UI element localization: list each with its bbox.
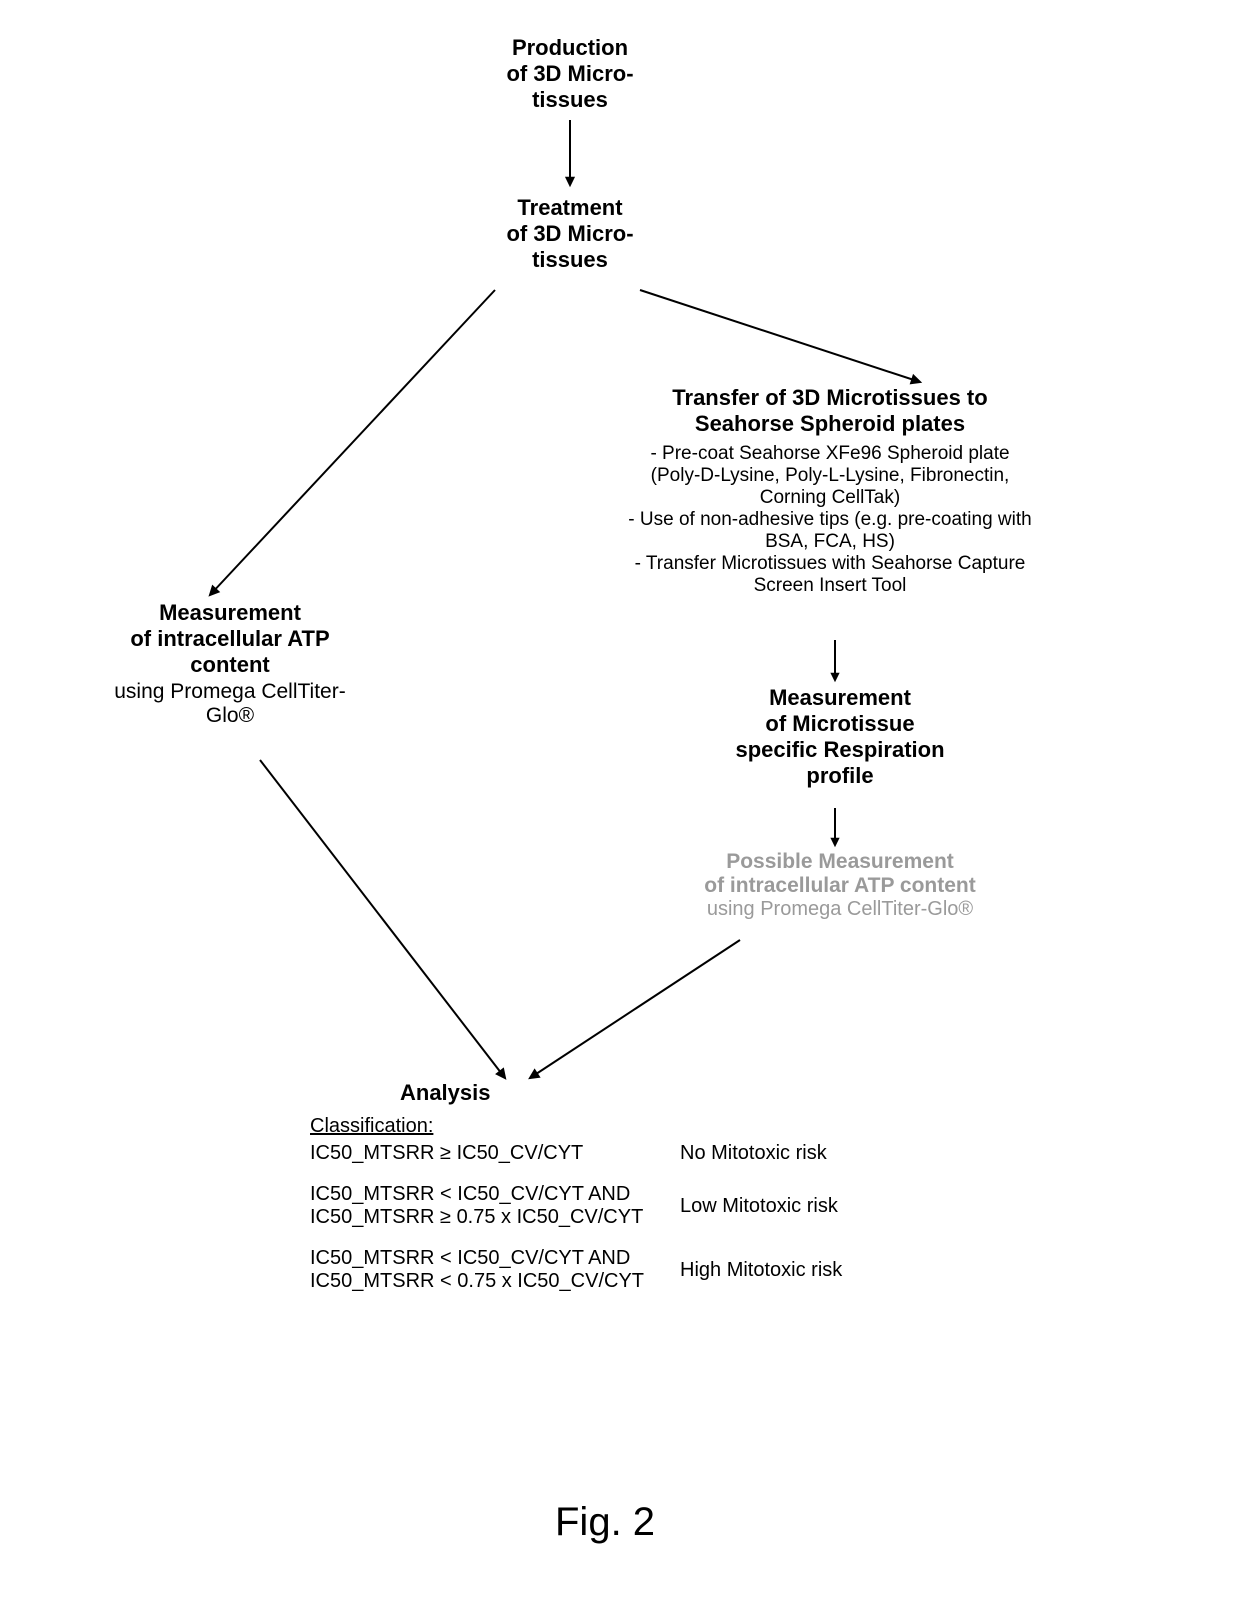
analysis-row: IC50_MTSRR < IC50_CV/CYT ANDIC50_MTSRR ≥… bbox=[310, 1183, 900, 1229]
node-respiration: Measurementof Microtissuespecific Respir… bbox=[700, 685, 980, 789]
analysis-condition: IC50_MTSRR ≥ IC50_CV/CYT bbox=[310, 1142, 670, 1165]
possible-atp-sub: using Promega CellTiter-Glo® bbox=[640, 898, 1040, 921]
analysis-body: Classification: IC50_MTSRR ≥ IC50_CV/CYT… bbox=[310, 1115, 900, 1311]
production-title: Productionof 3D Micro-tissues bbox=[440, 35, 700, 113]
classification-label: Classification: bbox=[310, 1115, 900, 1138]
analysis-row: IC50_MTSRR < IC50_CV/CYT ANDIC50_MTSRR <… bbox=[310, 1247, 900, 1293]
treatment-title: Treatmentof 3D Micro-tissues bbox=[440, 195, 700, 273]
analysis-rows: IC50_MTSRR ≥ IC50_CV/CYTNo Mitotoxic ris… bbox=[310, 1142, 900, 1293]
respiration-title: Measurementof Microtissuespecific Respir… bbox=[700, 685, 980, 789]
analysis-condition: IC50_MTSRR < IC50_CV/CYT ANDIC50_MTSRR <… bbox=[310, 1247, 670, 1293]
analysis-risk: No Mitotoxic risk bbox=[670, 1142, 900, 1165]
atp-title: Measurementof intracellular ATPcontent bbox=[80, 600, 380, 678]
node-production: Productionof 3D Micro-tissues bbox=[440, 35, 700, 113]
analysis-risk: Low Mitotoxic risk bbox=[670, 1183, 900, 1229]
analysis-row: IC50_MTSRR ≥ IC50_CV/CYTNo Mitotoxic ris… bbox=[310, 1142, 900, 1165]
atp-sub: using Promega CellTiter-Glo® bbox=[80, 680, 380, 728]
transfer-title: Transfer of 3D Microtissues toSeahorse S… bbox=[580, 385, 1080, 437]
node-transfer: Transfer of 3D Microtissues toSeahorse S… bbox=[580, 385, 1080, 597]
analysis-condition: IC50_MTSRR < IC50_CV/CYT ANDIC50_MTSRR ≥… bbox=[310, 1183, 670, 1229]
node-treatment: Treatmentof 3D Micro-tissues bbox=[440, 195, 700, 273]
node-possible-atp: Possible Measurementof intracellular ATP… bbox=[640, 850, 1040, 921]
flowchart-canvas: Productionof 3D Micro-tissues Treatmento… bbox=[0, 0, 1240, 1597]
possible-atp-title: Possible Measurementof intracellular ATP… bbox=[640, 850, 1040, 898]
transfer-sub: - Pre-coat Seahorse XFe96 Spheroid plate… bbox=[580, 443, 1080, 597]
node-atp-measurement: Measurementof intracellular ATPcontent u… bbox=[80, 600, 380, 728]
analysis-risk: High Mitotoxic risk bbox=[670, 1247, 900, 1293]
analysis-title: Analysis bbox=[400, 1080, 491, 1106]
figure-caption: Fig. 2 bbox=[555, 1500, 655, 1545]
analysis-heading: Analysis bbox=[400, 1080, 491, 1106]
